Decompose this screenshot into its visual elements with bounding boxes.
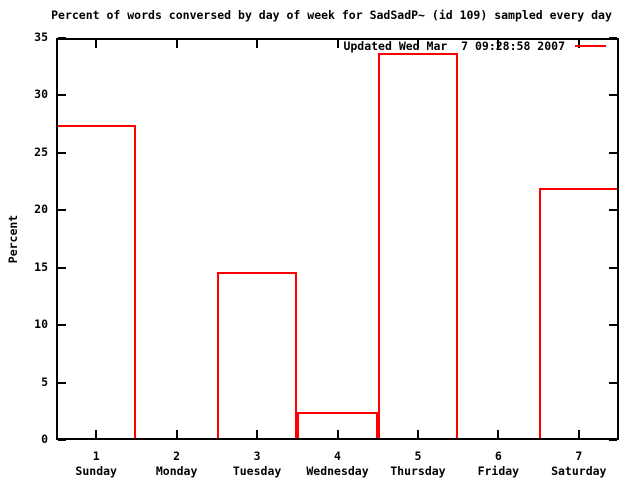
- legend-label: Updated Wed Mar 7 09:28:58 2007: [343, 39, 565, 53]
- y-tick: [58, 266, 66, 269]
- day-label-monday: Monday: [155, 464, 198, 478]
- x-tick-mirror: [416, 40, 419, 48]
- y-tick-label: 15: [34, 259, 48, 274]
- day-label-tuesday: Tuesday: [232, 464, 282, 478]
- y-tick: [58, 151, 66, 154]
- y-tick-label: 10: [34, 317, 48, 332]
- y-tick: [58, 324, 66, 327]
- x-tick: [95, 430, 98, 438]
- bar-thursday: [377, 52, 459, 440]
- day-label-thursday: Thursday: [390, 464, 446, 478]
- y-tick: [58, 439, 66, 441]
- y-tick: [58, 94, 66, 97]
- x-tick-label: 1: [92, 449, 100, 463]
- x-tick-mirror: [256, 40, 259, 48]
- x-tick-label: 7: [575, 449, 583, 463]
- bar-tuesday: [216, 272, 298, 440]
- y-tick-mirror: [609, 439, 617, 441]
- x-tick: [256, 430, 259, 438]
- y-tick: [58, 381, 66, 384]
- y-tick-label: 0: [41, 432, 48, 446]
- plot-border: [56, 38, 619, 440]
- x-tick-label: 4: [334, 449, 341, 463]
- y-tick-mirror: [609, 266, 617, 269]
- day-label-saturday: Saturday: [551, 464, 607, 478]
- y-tick: [58, 209, 66, 212]
- day-label-friday: Friday: [477, 464, 520, 478]
- chart-title: Percent of words conversed by day of wee…: [51, 8, 612, 22]
- y-tick-label: 5: [41, 374, 48, 389]
- x-tick: [336, 430, 339, 438]
- x-tick-mirror: [336, 40, 339, 48]
- day-label-wednesday: Wednesday: [306, 464, 369, 478]
- y-tick-label: 35: [34, 30, 48, 44]
- x-tick-mirror: [577, 40, 580, 48]
- x-tick: [416, 430, 419, 438]
- y-tick: [58, 37, 66, 39]
- x-tick: [497, 430, 500, 438]
- y-tick-label: 25: [34, 144, 48, 159]
- y-tick-mirror: [609, 324, 617, 327]
- y-tick-mirror: [609, 37, 617, 39]
- x-tick: [175, 430, 178, 438]
- x-tick-label: 6: [494, 449, 502, 463]
- x-tick: [577, 430, 580, 438]
- day-label-sunday: Sunday: [75, 464, 117, 478]
- y-tick-label: 30: [34, 87, 48, 102]
- x-tick-mirror: [497, 40, 500, 48]
- x-tick-label: 5: [414, 449, 422, 463]
- y-tick-mirror: [609, 94, 617, 97]
- y-tick-mirror: [609, 151, 617, 154]
- bar-wednesday: [297, 412, 378, 440]
- x-tick-label: 2: [173, 449, 181, 463]
- x-tick-label: 3: [253, 449, 261, 463]
- x-tick-mirror: [175, 40, 178, 48]
- y-tick-mirror: [609, 381, 617, 384]
- y-tick-mirror: [609, 209, 617, 212]
- legend-line-sample-icon: [575, 45, 606, 47]
- y-tick-label: 20: [34, 202, 48, 217]
- x-tick-mirror: [95, 40, 98, 48]
